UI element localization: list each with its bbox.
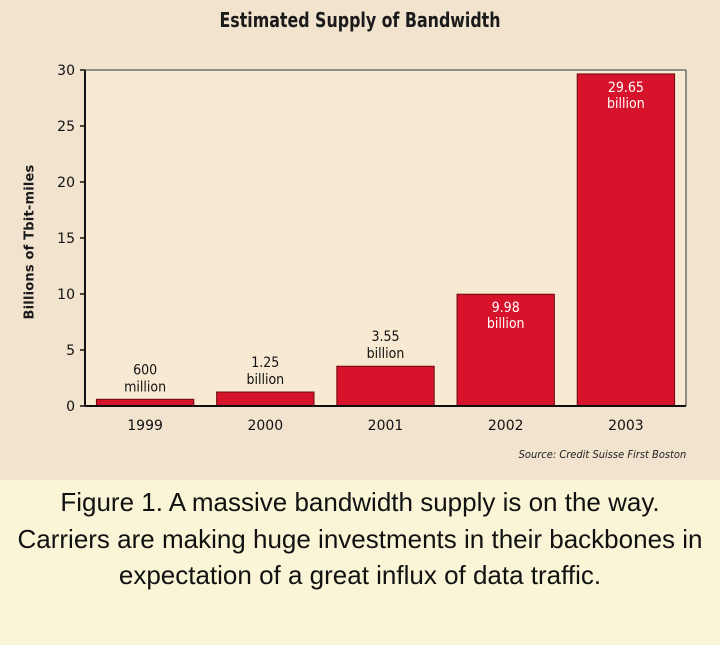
y-tick-label: 20 <box>57 175 75 191</box>
data-label: 1.25 <box>251 355 279 371</box>
data-label: 9.98 <box>492 300 520 316</box>
bar <box>95 398 195 407</box>
data-label: 3.55 <box>371 329 399 345</box>
y-tick-label: 15 <box>57 231 75 247</box>
data-label: 29.65 <box>608 80 644 96</box>
y-tick-label: 10 <box>57 287 75 303</box>
data-label: billion <box>367 346 405 362</box>
data-label: billion <box>246 372 284 388</box>
bar <box>576 73 676 407</box>
chart-area: Estimated Supply of Bandwidth Billions o… <box>22 8 687 461</box>
y-tick-label: 30 <box>57 63 75 79</box>
x-tick-label: 2002 <box>488 418 524 434</box>
y-tick-label: 5 <box>66 343 75 359</box>
source-note: Source: Credit Suisse First Boston <box>518 448 686 461</box>
x-tick-label: 2000 <box>247 418 283 434</box>
figure-caption: Figure 1. A massive bandwidth supply is … <box>17 487 703 590</box>
y-tick-label: 25 <box>57 119 75 135</box>
data-label: billion <box>487 316 525 332</box>
x-tick-label: 2001 <box>368 418 404 434</box>
y-tick-label: 0 <box>66 399 75 415</box>
bar-chart: 0510152025301999600million20001.25billio… <box>57 63 687 434</box>
data-label: million <box>124 379 166 395</box>
bar <box>216 391 315 407</box>
bar <box>456 293 555 407</box>
x-tick-label: 1999 <box>127 418 163 434</box>
chart-title: Estimated Supply of Bandwidth <box>219 8 501 32</box>
caption-box: Figure 1. A massive bandwidth supply is … <box>0 480 720 645</box>
x-tick-label: 2003 <box>608 418 644 434</box>
data-label: billion <box>607 96 645 112</box>
bar <box>336 365 435 407</box>
data-label: 600 <box>133 362 157 378</box>
